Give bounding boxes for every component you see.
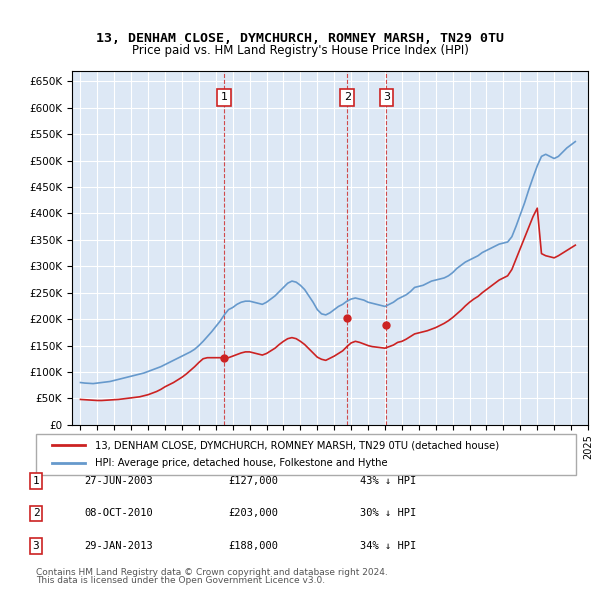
Text: 3: 3	[383, 92, 390, 102]
Text: 34% ↓ HPI: 34% ↓ HPI	[360, 541, 416, 550]
Text: 3: 3	[32, 541, 40, 550]
Text: Contains HM Land Registry data © Crown copyright and database right 2024.: Contains HM Land Registry data © Crown c…	[36, 568, 388, 577]
Text: 30% ↓ HPI: 30% ↓ HPI	[360, 509, 416, 518]
FancyBboxPatch shape	[36, 434, 576, 475]
Text: £203,000: £203,000	[228, 509, 278, 518]
Text: 2: 2	[32, 509, 40, 518]
Text: 08-OCT-2010: 08-OCT-2010	[84, 509, 153, 518]
Text: 2: 2	[344, 92, 351, 102]
Text: This data is licensed under the Open Government Licence v3.0.: This data is licensed under the Open Gov…	[36, 576, 325, 585]
Text: 29-JAN-2013: 29-JAN-2013	[84, 541, 153, 550]
Text: 27-JUN-2003: 27-JUN-2003	[84, 476, 153, 486]
Text: £188,000: £188,000	[228, 541, 278, 550]
Text: HPI: Average price, detached house, Folkestone and Hythe: HPI: Average price, detached house, Folk…	[95, 458, 388, 468]
Text: Price paid vs. HM Land Registry's House Price Index (HPI): Price paid vs. HM Land Registry's House …	[131, 44, 469, 57]
Text: £127,000: £127,000	[228, 476, 278, 486]
Text: 1: 1	[32, 476, 40, 486]
Text: 13, DENHAM CLOSE, DYMCHURCH, ROMNEY MARSH, TN29 0TU (detached house): 13, DENHAM CLOSE, DYMCHURCH, ROMNEY MARS…	[95, 440, 500, 450]
Text: 43% ↓ HPI: 43% ↓ HPI	[360, 476, 416, 486]
Text: 13, DENHAM CLOSE, DYMCHURCH, ROMNEY MARSH, TN29 0TU: 13, DENHAM CLOSE, DYMCHURCH, ROMNEY MARS…	[96, 32, 504, 45]
Text: 1: 1	[221, 92, 227, 102]
